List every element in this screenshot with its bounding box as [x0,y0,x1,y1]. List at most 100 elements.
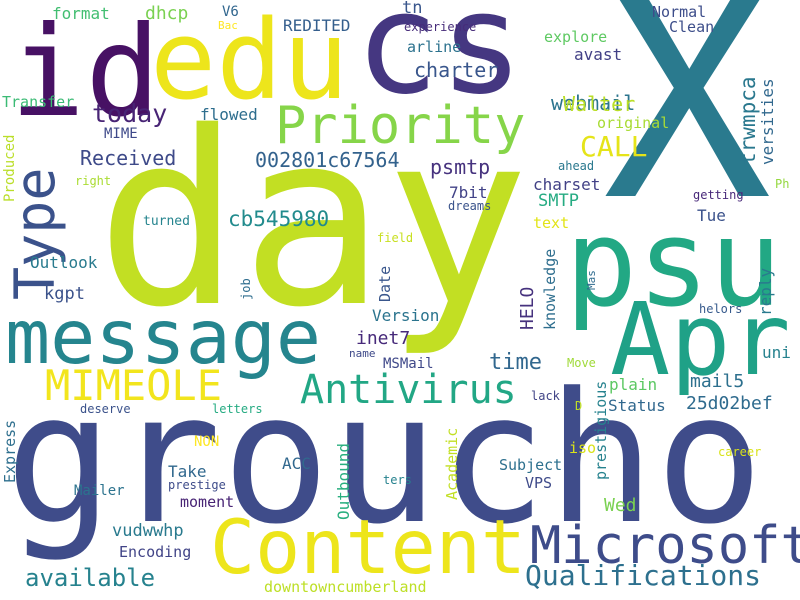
word-deserve: deserve [80,402,131,416]
word-versities: versities [758,78,777,165]
word-avast: avast [574,45,623,64]
word-plain: plain [609,375,658,394]
word-transfer: Transfer [2,93,75,111]
word-field: field [377,231,414,245]
word-knowledge: knowledge [541,248,559,330]
word-bac: Bac [218,19,238,32]
word-status: Status [608,396,666,415]
word-helors: helors [699,302,743,316]
word-mas: Mas [585,270,598,290]
word-vudwwhp: vudwwhp [112,521,184,541]
word-dhcp: dhcp [145,3,189,24]
word-career: career [718,445,762,459]
word-getting: getting [693,188,744,202]
word-letters: letters [212,402,263,416]
word-antivirus: Antivirus [300,367,517,413]
word-normal: Normal [652,3,707,21]
word-cs: cs [355,0,524,126]
word-002801c67564: 002801c67564 [255,148,400,172]
word-dreams: dreams [448,199,492,213]
word-smtp: SMTP [538,191,579,211]
word-ph: Ph [775,177,790,191]
word-psmtp: psmtp [430,155,491,179]
word-7bit: 7bit [449,183,488,202]
word-helo: HELO [517,286,538,330]
word-original: original [597,114,670,132]
word-take: Take [168,462,207,481]
word-explore: explore [544,28,608,46]
word-kgpt: kgpt [44,284,85,304]
word-non: NON [194,434,220,450]
word-arline: arline [407,38,462,56]
word-right: right [75,174,112,188]
word-psu: psu [565,195,782,334]
word-message: message [5,293,322,381]
word-mailer: Mailer [74,483,125,499]
word-id: id [10,0,161,145]
word-msmail: MSMail [383,356,434,372]
word-version: Version [372,306,440,325]
word-ters: ters [383,473,412,487]
word-format: format [52,4,110,23]
word-mail5: mail5 [690,371,745,392]
word-prestigious: prestigious [592,380,610,480]
word-prestige: prestige [168,478,226,492]
word-clean: Clean [669,18,715,36]
word-encoding: Encoding [119,543,192,561]
word-charter: charter [414,58,499,82]
word-turned: turned [143,214,190,229]
word-available: available [25,564,156,592]
word-move: Move [567,356,596,370]
word-qualifications: Qualifications [525,559,762,592]
word-priority: Priority [275,96,526,156]
word-walter: Walter [563,92,636,116]
word-outbound: Outbound [334,442,353,520]
word-outlook: Outlook [30,253,98,272]
word-content: Content [210,503,527,591]
word-mime: MIME [104,126,138,142]
word-text: text [533,214,570,232]
word-subject: Subject [499,456,563,474]
word-ahead: ahead [558,159,595,173]
word-date: Date [376,265,394,302]
word-reply: reply [756,267,775,316]
word-edu: edu [150,0,349,124]
word-name: name [349,347,376,360]
word-express: Express [1,419,19,483]
word-vps: VPS [525,474,553,492]
word-25d02bef: 25d02bef [686,393,773,414]
word-time: time [489,350,542,375]
word-today: today [92,99,168,128]
word-wed: Wed [604,495,637,516]
word-received: Received [80,146,177,170]
word-charset: charset [533,175,601,194]
word-flowed: flowed [200,105,258,124]
word-microsoft: Microsoft [530,516,800,576]
word-apr: Apr [610,281,791,398]
word-produced: Produced [2,134,18,202]
word-downtowncumberland: downtowncumberland [264,578,427,596]
word-tue: Tue [697,206,726,225]
word-v6: V6 [222,4,239,20]
word-job: job [239,278,253,300]
word-moment: moment [180,493,235,511]
word-call: CALL [580,130,648,163]
word-uni: uni [762,343,791,362]
word-iso: iso [569,439,597,457]
word-trwmpca: trwmpca [736,76,760,165]
word-mimeole: MIMEOLE [45,361,223,410]
word-inet7: inet7 [356,328,411,349]
word-experience: experience [404,20,477,34]
word-x: X [603,0,772,263]
word-acc: ACC [282,454,311,473]
word-groucho: groucho [5,355,764,564]
word-lack: lack [531,389,560,403]
word-webmail: webmail [551,91,636,115]
word-redited: REDITED [283,16,351,35]
word-d: D [575,399,583,413]
word-day: day [96,80,530,360]
word-tn: tn [402,0,423,18]
word-academic: Academic [443,427,461,500]
word-cb545980: cb545980 [228,207,330,231]
